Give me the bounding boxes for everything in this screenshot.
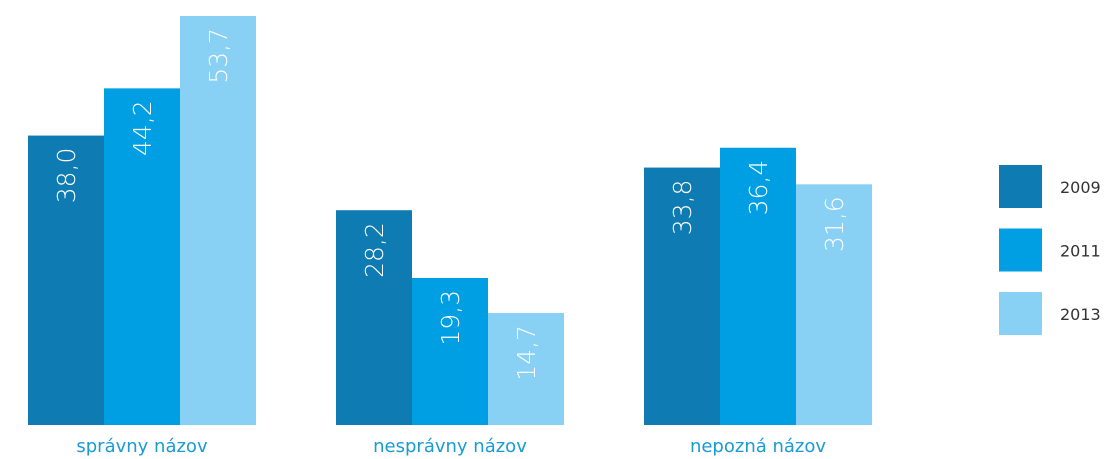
value-label: 31,6: [820, 196, 849, 252]
bar: [28, 135, 104, 426]
bar: [104, 88, 180, 425]
value-label: 28,2: [360, 222, 389, 278]
category-label: nepozná názov: [690, 436, 826, 457]
bar: [180, 16, 256, 425]
category-label: nesprávny názov: [373, 436, 527, 457]
value-label: 19,3: [436, 290, 465, 346]
value-label: 53,7: [204, 28, 233, 84]
value-label: 38,0: [52, 148, 81, 204]
bar: [488, 313, 564, 425]
bar: [644, 167, 720, 425]
bar: [796, 184, 872, 425]
bar: [336, 210, 412, 425]
legend-swatch: [999, 165, 1042, 208]
legend-label: 2011: [1060, 242, 1101, 261]
value-label: 14,7: [512, 325, 541, 381]
legend-label: 2009: [1060, 178, 1101, 197]
value-label: 36,4: [744, 160, 773, 216]
bar: [720, 147, 796, 426]
value-label: 33,8: [668, 180, 697, 236]
legend-swatch: [999, 228, 1042, 272]
value-label: 44,2: [128, 100, 157, 156]
legend-swatch: [999, 292, 1042, 335]
bar: [412, 278, 488, 425]
category-label: správny názov: [76, 436, 208, 457]
legend-label: 2013: [1060, 305, 1101, 324]
